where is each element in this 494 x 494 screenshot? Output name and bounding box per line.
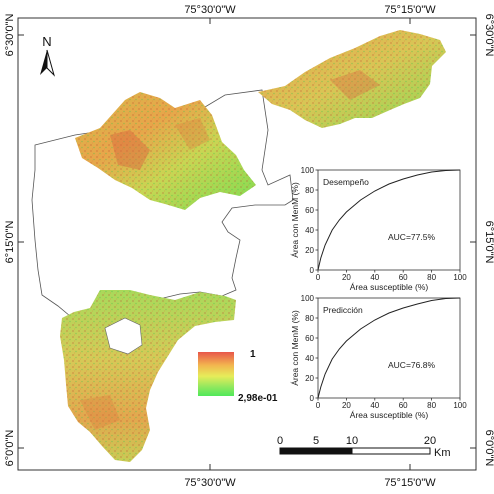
x-tick-label: 40 xyxy=(370,401,379,410)
chart-title: Predicción xyxy=(323,305,363,315)
y-tick-label: 60 xyxy=(305,206,314,215)
scale-tick-10: 10 xyxy=(346,435,358,447)
roc-chart-desempeno: 0 20 40 60 80 100 0 20 40 60 80 100 Desempeño AUC=77.… xyxy=(290,166,467,292)
frame-ticks xyxy=(18,18,476,470)
terrain-region-central xyxy=(75,92,256,210)
legend-high-label: 1 xyxy=(250,349,256,360)
plot-area xyxy=(317,297,461,399)
legend-color-ramp xyxy=(198,352,234,396)
x-tick-label: 80 xyxy=(427,273,436,282)
x-tick-label: 80 xyxy=(427,401,436,410)
x-tick-label: 20 xyxy=(342,401,351,410)
terrain-region-south xyxy=(60,290,236,462)
coord-bottom-1: 75°30'0"W xyxy=(184,477,236,489)
x-axis-label: Área susceptible (%) xyxy=(350,410,429,420)
coord-top-1: 75°30'0"W xyxy=(184,4,236,16)
coord-right-1: 6°30'0"N xyxy=(483,14,494,57)
y-tick-label: 0 xyxy=(310,394,315,403)
scale-tick-0: 0 xyxy=(277,435,283,447)
x-tick-label: 20 xyxy=(342,273,351,282)
plot-area xyxy=(317,169,461,271)
y-tick-label: 60 xyxy=(305,334,314,343)
y-tick-label: 0 xyxy=(310,266,315,275)
coord-left-3: 6°0'0"N xyxy=(4,430,16,467)
scale-tick-20: 20 xyxy=(424,435,436,447)
x-tick-label: 40 xyxy=(370,273,379,282)
x-tick-label: 0 xyxy=(316,401,321,410)
x-tick-label: 60 xyxy=(399,401,408,410)
y-tick-label: 100 xyxy=(301,294,315,303)
y-axis-label: Área con MenM (%) xyxy=(290,310,300,386)
scale-bar xyxy=(279,447,431,455)
y-tick-label: 100 xyxy=(301,166,315,175)
coord-left-1: 6°30'0"N xyxy=(4,14,16,57)
auc-annotation: AUC=77.5% xyxy=(388,232,435,242)
coord-top-2: 75°15'0"W xyxy=(384,4,436,16)
terrain-region-northeast xyxy=(258,30,446,128)
scale-tick-5: 5 xyxy=(313,435,319,447)
x-tick-label: 100 xyxy=(453,401,467,410)
coord-right-2: 6°15'0"N xyxy=(483,221,494,264)
legend-low-label: 2,98e-01 xyxy=(238,393,278,404)
north-label: N xyxy=(42,34,51,49)
coord-right-3: 6°0'0"N xyxy=(483,430,494,467)
roc-chart-prediccion: 0 20 40 60 80 100 0 20 40 60 80 100 Predicción AUC=76… xyxy=(290,294,467,420)
auc-annotation: AUC=76.8% xyxy=(388,360,435,370)
y-tick-label: 40 xyxy=(305,354,314,363)
x-tick-label: 0 xyxy=(316,273,321,282)
y-tick-label: 20 xyxy=(305,374,314,383)
chart-title: Desempeño xyxy=(323,177,369,187)
roc-curve-line xyxy=(317,297,461,399)
x-axis-label: Área susceptible (%) xyxy=(350,282,429,292)
north-arrow-icon xyxy=(40,49,55,77)
y-tick-label: 80 xyxy=(305,314,314,323)
x-tick-label: 100 xyxy=(453,273,467,282)
y-tick-label: 80 xyxy=(305,186,314,195)
coord-bottom-2: 75°15'0"W xyxy=(384,477,436,489)
y-tick-label: 20 xyxy=(305,246,314,255)
scale-unit: Km xyxy=(434,447,451,459)
y-tick-label: 40 xyxy=(305,226,314,235)
roc-curve-line xyxy=(317,169,461,271)
coord-left-2: 6°15'0"N xyxy=(4,221,16,264)
x-tick-label: 60 xyxy=(399,273,408,282)
y-axis-label: Área con MenM (%) xyxy=(290,182,300,258)
